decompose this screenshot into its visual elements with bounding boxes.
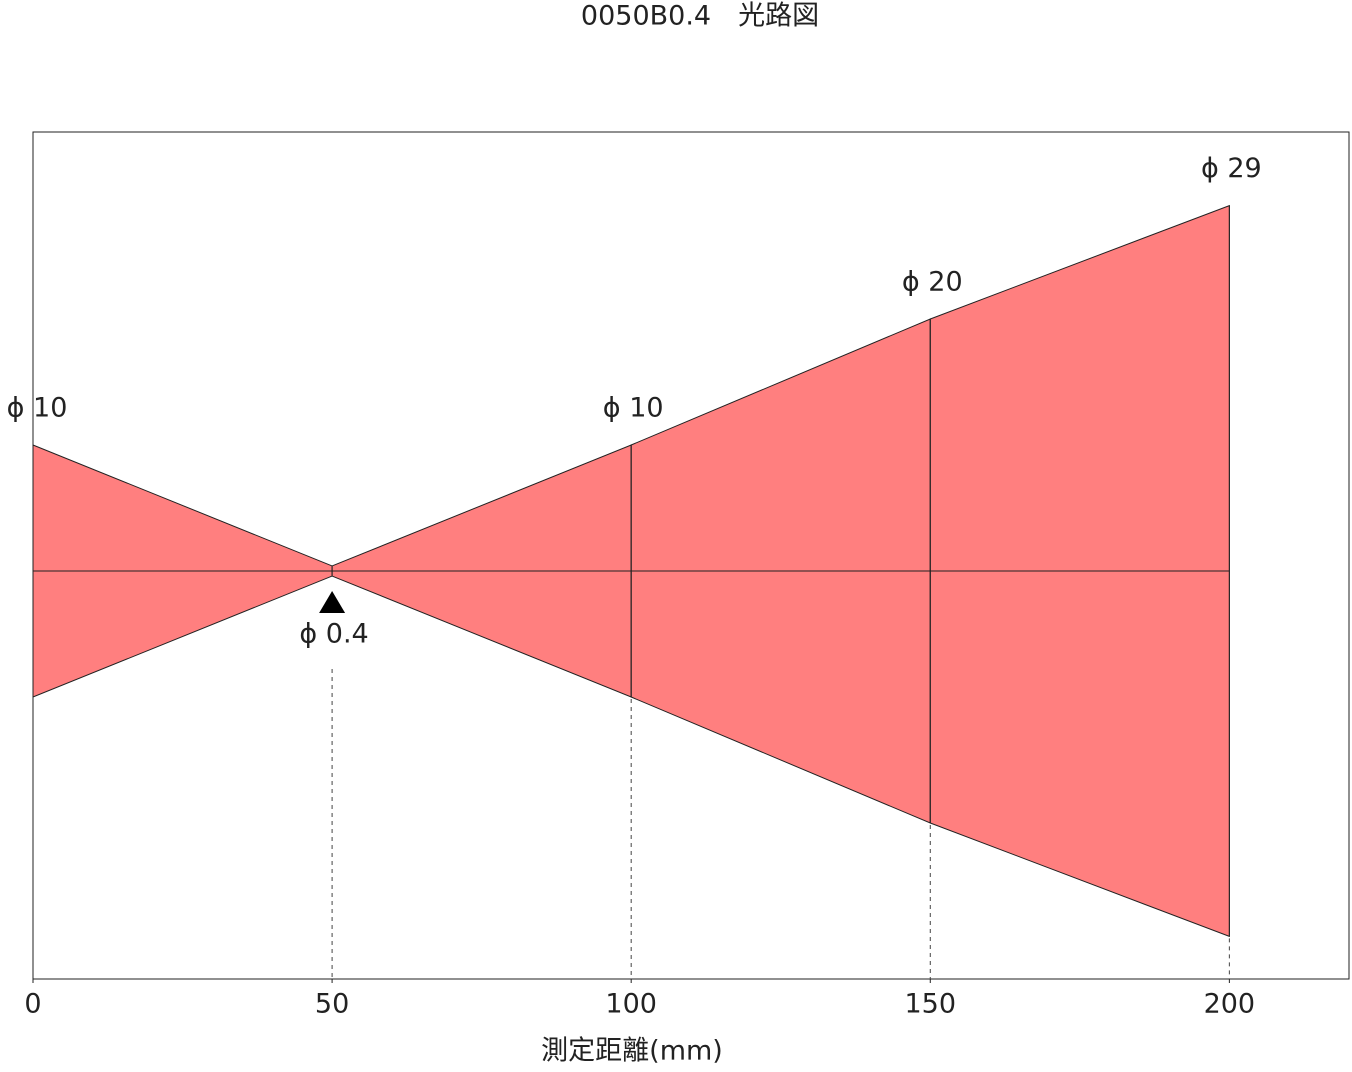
- value-label: ϕ 10: [7, 393, 68, 424]
- x-tick-label: 200: [1204, 989, 1256, 1020]
- value-label: ϕ 10: [603, 393, 664, 424]
- value-label: ϕ 20: [902, 267, 963, 298]
- value-label: ϕ 29: [1201, 153, 1262, 184]
- x-axis-label: 測定距離(mm): [541, 1036, 723, 1067]
- x-tick-label: 100: [605, 989, 657, 1020]
- waist-marker: [319, 591, 346, 613]
- chart-title: 0050B0.4 光路図: [581, 1, 819, 32]
- x-tick-label: 150: [904, 989, 956, 1020]
- value-label: ϕ 0.4: [299, 619, 368, 650]
- x-tick-label: 0: [24, 989, 41, 1020]
- x-tick-label: 50: [315, 989, 349, 1020]
